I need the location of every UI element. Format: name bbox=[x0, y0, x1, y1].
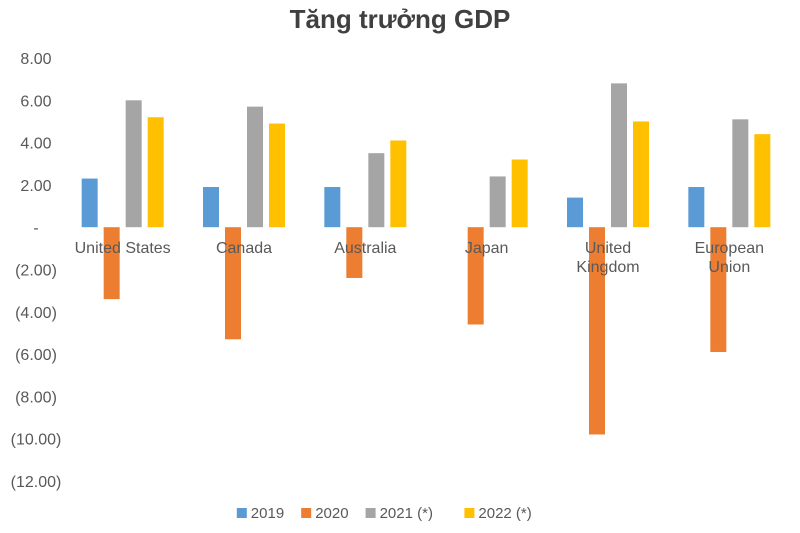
category-label: Japan bbox=[465, 240, 509, 257]
bar-2019 bbox=[567, 197, 583, 228]
bar-2022 bbox=[269, 123, 285, 228]
legend-swatch bbox=[236, 508, 247, 518]
bar-2020 bbox=[589, 227, 605, 435]
bar-2020 bbox=[467, 227, 484, 325]
category-label: Union bbox=[708, 259, 750, 276]
bar-2020 bbox=[225, 227, 241, 340]
bar-2022 bbox=[633, 121, 649, 228]
bar-2021 bbox=[732, 119, 749, 228]
y-tick-label: (6.00) bbox=[15, 347, 57, 364]
bar-2021 bbox=[125, 100, 142, 228]
chart-title: Tăng trưởng GDP bbox=[289, 4, 511, 34]
bar-2022 bbox=[754, 134, 771, 228]
bar-2022 bbox=[511, 159, 528, 228]
bar-2019 bbox=[324, 187, 341, 228]
legend-label: 2019 bbox=[251, 505, 284, 522]
bar-2020 bbox=[103, 227, 120, 300]
bar-2021 bbox=[368, 153, 385, 228]
bar-2022 bbox=[147, 117, 164, 228]
category-label: United States bbox=[75, 240, 171, 257]
category-label: Canada bbox=[216, 240, 272, 257]
bar-2022 bbox=[390, 140, 407, 228]
legend-swatch bbox=[365, 508, 376, 518]
y-tick-label: 4.00 bbox=[20, 136, 51, 153]
bar-2021 bbox=[611, 83, 627, 228]
legend-label: 2021 (*) bbox=[380, 505, 433, 522]
bar-2019 bbox=[203, 187, 219, 228]
legend-swatch bbox=[301, 508, 312, 518]
y-tick-label: (4.00) bbox=[15, 305, 57, 322]
y-tick-label: (2.00) bbox=[15, 263, 57, 280]
category-label: United bbox=[585, 240, 631, 257]
y-tick-label: 6.00 bbox=[20, 93, 51, 110]
bar-2020 bbox=[710, 227, 727, 352]
bar-2021 bbox=[247, 106, 263, 228]
y-tick-label: (8.00) bbox=[15, 389, 57, 406]
category-label: Australia bbox=[334, 240, 396, 257]
legend-label: 2020 bbox=[315, 505, 348, 522]
bar-2021 bbox=[489, 176, 506, 228]
category-label: Kingdom bbox=[576, 259, 639, 276]
y-tick-label: (10.00) bbox=[11, 432, 62, 449]
bar-2020 bbox=[346, 227, 363, 278]
legend-label: 2022 (*) bbox=[478, 505, 531, 522]
bar-2019 bbox=[688, 187, 705, 228]
category-label: European bbox=[695, 240, 764, 257]
bar-2019 bbox=[81, 178, 98, 228]
y-tick-label: 8.00 bbox=[20, 51, 51, 68]
y-tick-label: (12.00) bbox=[11, 474, 62, 491]
y-tick-label: - bbox=[33, 220, 38, 237]
legend-swatch bbox=[464, 508, 475, 518]
y-tick-label: 2.00 bbox=[20, 178, 51, 195]
